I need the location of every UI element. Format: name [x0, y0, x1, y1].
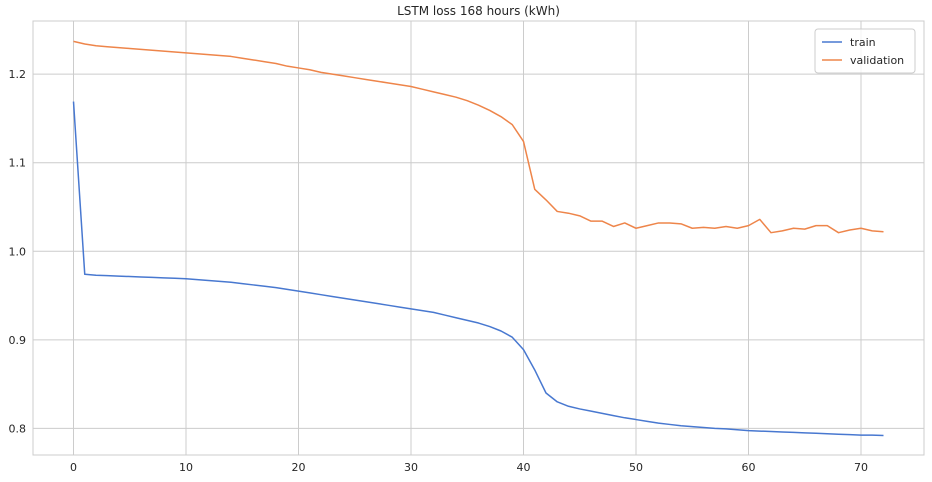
- legend-box: [814, 28, 916, 74]
- y-tick-label: 1.0: [9, 245, 27, 258]
- chart-title: LSTM loss 168 hours (kWh): [397, 4, 560, 18]
- y-tick-label: 1.2: [9, 68, 27, 81]
- x-tick-label: 30: [404, 461, 418, 474]
- grid-lines: [33, 21, 924, 455]
- x-tick-labels: 0 10 20 30 40 50 60 70: [70, 461, 868, 474]
- x-tick-label: 70: [854, 461, 868, 474]
- y-tick-label: 1.1: [9, 157, 27, 170]
- x-tick-label: 60: [742, 461, 756, 474]
- series-lines: [72, 40, 884, 437]
- y-tick-label: 0.9: [9, 334, 27, 347]
- x-tick-label: 40: [517, 461, 531, 474]
- x-tick-label: 20: [292, 461, 306, 474]
- plot-area: [33, 21, 924, 455]
- x-tick-label: 50: [629, 461, 643, 474]
- x-tick-label: 0: [70, 461, 77, 474]
- x-tick-label: 10: [179, 461, 193, 474]
- y-tick-labels: 0.8 0.9 1.0 1.1 1.2: [9, 68, 27, 435]
- legend: train validation: [814, 28, 916, 74]
- series-line-validation: [73, 40, 884, 234]
- legend-label-train: train: [850, 36, 876, 49]
- plot-frame: [32, 20, 925, 456]
- legend-label-validation: validation: [850, 54, 904, 67]
- series-line-train: [72, 101, 884, 437]
- y-tick-label: 0.8: [9, 422, 27, 435]
